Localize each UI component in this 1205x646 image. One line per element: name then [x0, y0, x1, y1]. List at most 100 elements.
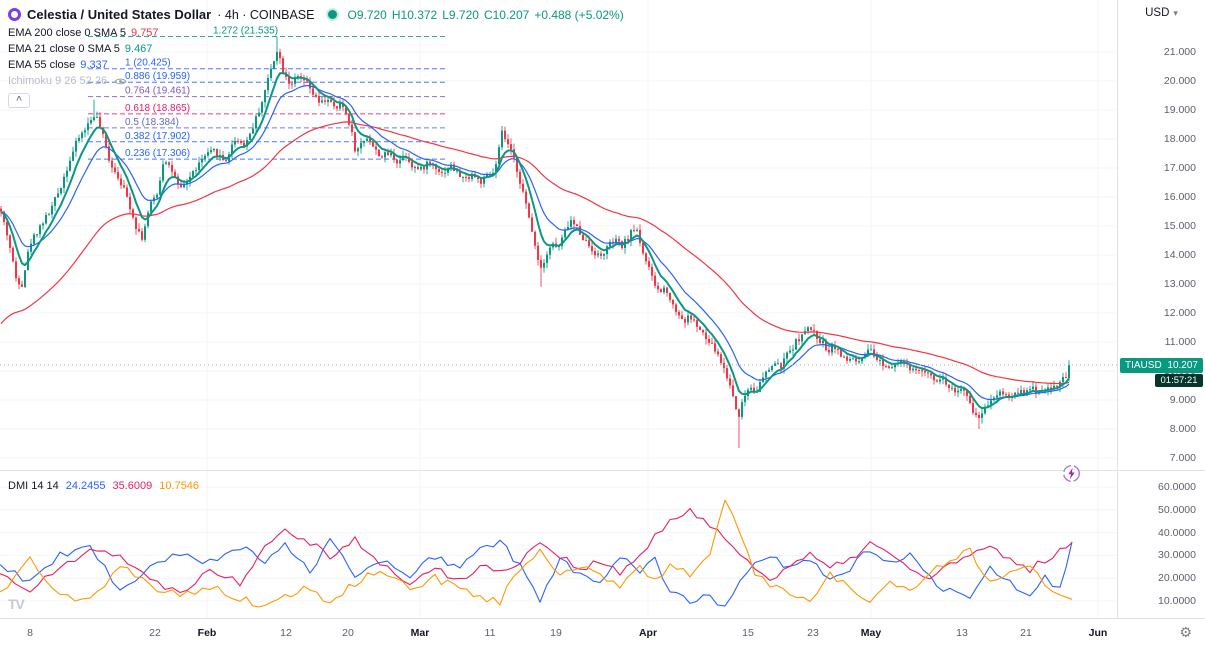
time-axis-label: 21 — [1020, 627, 1032, 639]
badge-symbol: TIAUSD — [1125, 359, 1162, 371]
time-axis-label: Mar — [410, 627, 430, 639]
price-axis-label: 17.000 — [1163, 162, 1196, 174]
time-axis-label: 23 — [807, 627, 819, 639]
indicator-legend-row[interactable]: EMA 55 close 9.337 — [8, 57, 624, 73]
indicator-legend: EMA 200 close 0 SMA 5 9.757 EMA 21 close 0… — [8, 25, 624, 89]
time-axis-label: 12 — [280, 627, 292, 639]
symbol-legend-row[interactable]: Celestia / United States Dollar · 4h · C… — [8, 4, 624, 25]
price-axis-label: 19.000 — [1163, 104, 1196, 116]
fib-level-label: 0.5 (18.384) — [125, 117, 179, 128]
price-axis[interactable]: USD ▾ 21.000 20.000 19.000 18.000 17.000 16.0… — [1117, 0, 1205, 618]
price-axis-label: 13.000 — [1163, 278, 1196, 290]
time-axis-label: 19 — [550, 627, 562, 639]
indicator-legend-row[interactable]: Ichimoku 9 26 52 26 — [8, 73, 624, 89]
overlay-ema-21[interactable] — [0, 72, 1070, 410]
celestia-logo-icon — [8, 8, 21, 21]
dmi-axis-label: 10.0000 — [1158, 595, 1196, 607]
fib-level-label: 1.272 (21.535) — [213, 26, 278, 37]
fib-level-label: 0.764 (19.461) — [125, 86, 190, 97]
caret-down-icon: ▾ — [1173, 7, 1178, 18]
time-axis-label: 13 — [956, 627, 968, 639]
market-status-dot-icon — [328, 10, 338, 19]
time-axis-label: 11 — [484, 627, 496, 639]
currency-label: USD — [1145, 7, 1170, 19]
ohlc-values: O9.720 H10.372 L9.720 C10.207 +0.488 (+5.02%… — [347, 8, 623, 22]
dmi-values: 24.2455 35.6009 10.7546 — [66, 480, 199, 492]
time-axis-label: Jun — [1088, 627, 1108, 639]
tradingview-logo[interactable]: TV — [8, 596, 25, 612]
time-axis[interactable]: 8 22 Feb 12 20 Mar 11 19 Apr 15 23 May 13 21 Jun ⚙ — [0, 618, 1205, 646]
dmi-axis-label: 60.0000 — [1158, 481, 1196, 493]
time-axis-label: May — [860, 627, 882, 639]
badge-price: 10.207 — [1167, 359, 1198, 371]
indicator-legend-row[interactable]: EMA 21 close 0 SMA 5 9.467 — [8, 41, 624, 57]
dmi-value: 35.6009 — [112, 480, 153, 492]
currency-button[interactable]: USD ▾ — [1118, 0, 1205, 26]
dmi-chart-canvas[interactable] — [0, 470, 1117, 618]
pane-divider[interactable] — [0, 470, 1205, 471]
price-axis-label: 16.000 — [1163, 191, 1196, 203]
fib-level-label: 0.886 (19.959) — [125, 71, 190, 82]
price-axis-label: 18.000 — [1163, 133, 1196, 145]
indicator-label: Ichimoku 9 26 52 26 — [8, 75, 108, 87]
legend-collapse-button[interactable]: ^ — [8, 93, 30, 108]
dmi-axis-label: 50.0000 — [1158, 503, 1196, 516]
time-axis-label: 22 — [149, 627, 161, 639]
price-axis-label: 7.000 — [1169, 452, 1196, 464]
indicator-label: EMA 200 close 0 SMA 5 — [8, 27, 127, 39]
chevron-up-icon: ^ — [16, 95, 22, 106]
price-axis-label: 9.000 — [1169, 394, 1196, 406]
dmi-legend-row[interactable]: DMI 14 14 24.2455 35.6009 10.7546 — [8, 480, 199, 492]
price-axis-label: 20.000 — [1163, 75, 1196, 87]
ohlc-token: L9.720 — [442, 7, 479, 22]
price-axis-label: 15.000 — [1163, 220, 1196, 232]
chart-legend: Celestia / United States Dollar · 4h · C… — [8, 4, 624, 108]
boost-lightning-icon[interactable] — [1062, 464, 1081, 483]
indicator-value: 9.757 — [131, 27, 159, 39]
dmi-line-adx[interactable] — [0, 507, 1073, 594]
settings-gear-icon[interactable]: ⚙ — [1179, 624, 1192, 640]
fib-level-label: 1 (20.425) — [125, 58, 171, 69]
indicator-label: EMA 21 close 0 SMA 5 — [8, 43, 120, 55]
fib-level-label: 0.382 (17.902) — [125, 131, 190, 142]
dmi-line--di[interactable] — [0, 499, 1073, 608]
price-axis-label: 21.000 — [1163, 46, 1196, 58]
overlay-ema-200[interactable] — [0, 121, 1070, 385]
price-axis-label: 14.000 — [1163, 249, 1196, 261]
ohlc-token: +0.488 (+5.02%) — [534, 7, 624, 22]
dmi-axis-label: 40.0000 — [1158, 526, 1196, 539]
indicator-value: 9.337 — [80, 59, 108, 71]
overlay-ema-55[interactable] — [0, 84, 1070, 401]
dmi-value: 24.2455 — [65, 480, 106, 492]
ohlc-token: O9.720 — [347, 7, 387, 22]
indicator-legend-row[interactable]: EMA 200 close 0 SMA 5 9.757 — [8, 25, 624, 41]
eye-icon[interactable] — [114, 77, 127, 86]
time-axis-label: 20 — [342, 627, 354, 639]
indicator-value: 9.467 — [124, 43, 153, 55]
time-axis-label: Feb — [197, 627, 217, 639]
dmi-line-+di[interactable] — [0, 538, 1073, 607]
fib-level-label: 0.236 (17.306) — [125, 148, 190, 159]
time-axis-label: 8 — [27, 627, 33, 639]
interval-exchange-label[interactable]: · 4h · COINBASE — [217, 7, 315, 22]
last-price-badge: TIAUSD 10.207 — [1120, 357, 1203, 373]
fib-level-label: 0.618 (18.865) — [125, 103, 190, 114]
dmi-indicator-label: DMI 14 14 — [8, 480, 59, 492]
price-chart-canvas[interactable]: 1.272 (21.535) 1 (20.425) 0.886 (19.959) 0.… — [0, 0, 1117, 470]
main-chart-pane[interactable]: 1.272 (21.535) 1 (20.425) 0.886 (19.959) 0.… — [0, 0, 1117, 470]
ohlc-token: C10.207 — [483, 7, 530, 22]
price-axis-label: 8.000 — [1169, 423, 1196, 435]
time-axis-label: Apr — [638, 627, 658, 639]
symbol-title[interactable]: Celestia / United States Dollar — [27, 7, 212, 22]
ohlc-token: H10.372 — [391, 7, 438, 22]
dmi-value: 10.7546 — [159, 480, 200, 492]
price-axis-label: 12.000 — [1163, 307, 1196, 319]
dmi-axis-label: 20.0000 — [1158, 572, 1196, 585]
bar-countdown: 01:57:21 — [1155, 373, 1203, 387]
indicator-label: EMA 55 close — [8, 59, 76, 71]
price-axis-label: 11.000 — [1164, 336, 1196, 348]
dmi-pane[interactable]: DMI 14 14 24.2455 35.6009 10.7546 TV — [0, 470, 1117, 618]
time-axis-label: 15 — [742, 627, 754, 639]
dmi-axis-label: 30.0000 — [1158, 549, 1196, 562]
